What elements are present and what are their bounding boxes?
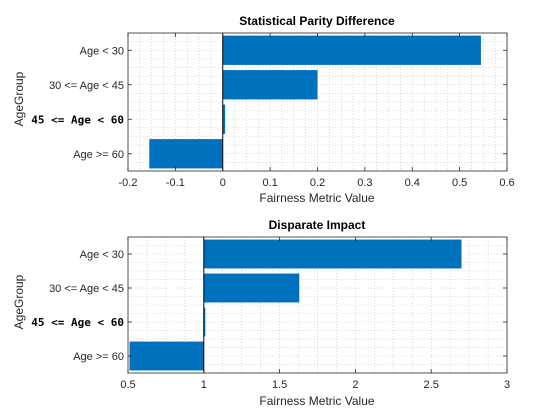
x-axis-label: Fairness Metric Value (259, 191, 374, 205)
y-tick-label: 30 <= Age < 45 (49, 80, 124, 92)
y-tick-label: Age < 30 (80, 249, 124, 261)
x-tick-label: 2 (352, 379, 358, 391)
bar[interactable] (203, 239, 462, 269)
x-tick-label: 0.3 (357, 177, 372, 189)
y-tick-label: 45 <= Age < 60 (31, 316, 124, 329)
x-tick-label: 0 (220, 177, 226, 189)
chart-title: Statistical Parity Difference (239, 14, 395, 28)
x-axis-label: Fairness Metric Value (259, 394, 374, 408)
x-tick-label: 0.6 (499, 177, 514, 189)
bar[interactable] (222, 104, 226, 134)
y-axis-label: AgeGroup (12, 274, 26, 329)
x-tick-label: 0.5 (120, 379, 135, 391)
chart-statistical-parity: Statistical Parity Difference AgeGroup F… (12, 14, 515, 205)
chart-title: Disparate Impact (269, 218, 366, 232)
y-tick-label: Age < 30 (80, 45, 124, 57)
bar[interactable] (222, 35, 481, 65)
y-tick-label: Age >= 60 (73, 351, 124, 363)
y-tick-label: 30 <= Age < 45 (49, 283, 124, 295)
bar[interactable] (149, 139, 223, 169)
axes-frame (127, 236, 508, 374)
x-tick-label: 3 (504, 379, 510, 391)
bar[interactable] (222, 70, 318, 100)
x-tick-label: 1 (201, 379, 207, 391)
x-tick-label: 0.1 (262, 177, 277, 189)
chart-disparate-impact: Disparate Impact AgeGroup Fairness Metri… (12, 218, 510, 408)
y-axis-label: AgeGroup (12, 71, 26, 126)
y-tick-label: Age >= 60 (73, 149, 124, 161)
bar[interactable] (129, 341, 204, 371)
y-tick-label: 45 <= Age < 60 (31, 113, 124, 126)
x-tick-label: -0.1 (166, 177, 185, 189)
x-tick-label: 0.2 (310, 177, 325, 189)
x-tick-label: -0.2 (119, 177, 138, 189)
bar[interactable] (203, 307, 206, 337)
x-tick-label: 0.4 (405, 177, 420, 189)
x-tick-label: 0.5 (452, 177, 467, 189)
bar[interactable] (203, 273, 300, 303)
x-tick-label: 1.5 (272, 379, 287, 391)
x-tick-label: 2.5 (424, 379, 439, 391)
